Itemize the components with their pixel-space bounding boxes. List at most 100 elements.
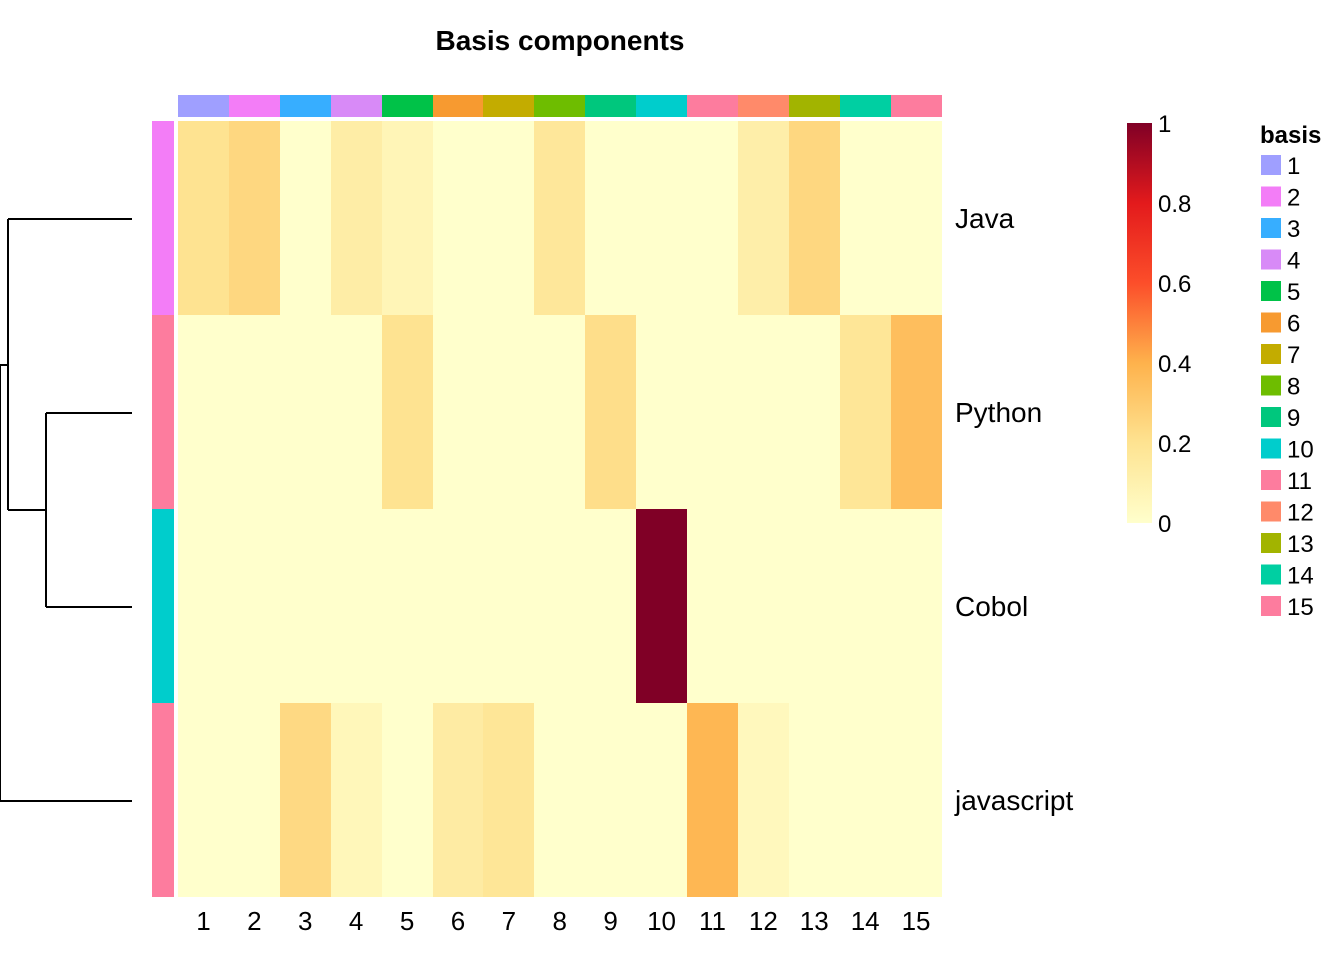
heatmap-cell <box>483 121 534 315</box>
heatmap-cell <box>840 121 891 315</box>
legend-label: 13 <box>1287 531 1314 558</box>
colorbar-tick-label: 0.2 <box>1158 431 1191 458</box>
column-label: 4 <box>349 906 363 936</box>
heatmap-cell <box>738 315 789 509</box>
colorbar: 0 0.2 0.4 0.6 0.8 1 <box>1127 111 1191 538</box>
heatmap-cell <box>178 315 229 509</box>
heatmap-cell <box>840 509 891 703</box>
heatmap-cell <box>433 703 483 897</box>
heatmap-cell <box>534 509 585 703</box>
legend-label: 3 <box>1287 216 1300 243</box>
colorbar-gradient <box>1127 123 1152 523</box>
heatmap-cell <box>585 121 636 315</box>
heatmap-cell <box>534 703 585 897</box>
heatmap-cell <box>840 703 891 897</box>
legend-label: 1 <box>1287 153 1300 180</box>
heatmap-cell <box>636 703 687 897</box>
heatmap-cell <box>483 315 534 509</box>
heatmap-cell <box>891 121 942 315</box>
column-label: 1 <box>196 906 210 936</box>
column-label: 10 <box>647 906 676 936</box>
legend-swatch <box>1261 407 1281 427</box>
heatmap-cell <box>178 509 229 703</box>
row-label: Python <box>955 397 1042 428</box>
column-label: 15 <box>902 906 931 936</box>
column-annotation-cell <box>534 95 585 117</box>
heatmap-cell <box>280 121 331 315</box>
heatmap-cell <box>789 703 840 897</box>
heatmap-cell <box>382 315 433 509</box>
heatmap-cell <box>331 509 382 703</box>
heatmap-cell <box>229 315 280 509</box>
heatmap-cell <box>331 703 382 897</box>
legend-swatch <box>1261 155 1281 175</box>
column-annotation-cell <box>789 95 840 117</box>
heatmap-cell <box>483 509 534 703</box>
heatmap-cell <box>738 703 789 897</box>
heatmap-cell <box>534 315 585 509</box>
heatmap-cell <box>331 315 382 509</box>
column-label: 12 <box>749 906 778 936</box>
row-label: javascript <box>954 785 1073 816</box>
legend-swatch <box>1261 375 1281 396</box>
colorbar-tick-label: 0.8 <box>1158 191 1191 218</box>
heatmap-cell <box>687 703 738 897</box>
legend-swatch <box>1261 596 1281 616</box>
column-annotation-cell <box>687 95 738 117</box>
column-label: 3 <box>298 906 312 936</box>
heatmap-cell <box>840 315 891 509</box>
legend-label: 11 <box>1287 468 1312 495</box>
heatmap-cell <box>789 121 840 315</box>
row-annotation-cell <box>152 315 174 509</box>
heatmap-cell <box>280 315 331 509</box>
heatmap-cell <box>585 703 636 897</box>
colorbar-tick-label: 0.6 <box>1158 271 1191 298</box>
column-annotation-cell <box>585 95 636 117</box>
column-annotation-cell <box>229 95 280 117</box>
column-annotation-cell <box>280 95 331 117</box>
heatmap-cell <box>433 121 483 315</box>
heatmap-cell <box>433 509 483 703</box>
column-label: 13 <box>800 906 829 936</box>
heatmap-cell <box>789 315 840 509</box>
colorbar-tick-label: 0 <box>1158 511 1171 538</box>
heatmap-cell <box>331 121 382 315</box>
legend-label: 12 <box>1287 500 1314 527</box>
legend-label: 8 <box>1287 374 1300 401</box>
colorbar-tick-label: 0.4 <box>1158 351 1191 378</box>
heatmap-cell <box>636 121 687 315</box>
column-label: 9 <box>603 906 617 936</box>
colorbar-tick-label: 1 <box>1158 111 1171 138</box>
column-label: 8 <box>553 906 567 936</box>
legend-label: 5 <box>1287 279 1300 306</box>
heatmap-cell <box>585 315 636 509</box>
row-annotation-cell <box>152 703 174 897</box>
column-annotation-cell <box>891 95 942 117</box>
heatmap-cell <box>891 703 942 897</box>
column-annotation-cell <box>433 95 483 117</box>
heatmap-cell <box>178 703 229 897</box>
column-annotation-cell <box>483 95 534 117</box>
legend-swatch <box>1261 470 1281 490</box>
legend-swatch <box>1261 312 1281 333</box>
column-annotation-cell <box>382 95 433 117</box>
legend-swatch <box>1261 186 1281 207</box>
legend-swatch <box>1261 281 1281 301</box>
heatmap-cell <box>483 703 534 897</box>
legend-swatch <box>1261 438 1281 459</box>
column-annotation-cell <box>331 95 382 117</box>
heatmap-cell <box>534 121 585 315</box>
legend-swatch <box>1261 501 1281 522</box>
legend-title: basis <box>1260 122 1321 149</box>
column-label: 5 <box>400 906 414 936</box>
legend-label: 15 <box>1287 594 1314 621</box>
column-label: 11 <box>699 906 726 936</box>
column-annotation-cell <box>178 95 229 117</box>
chart-title: Basis components <box>436 25 685 56</box>
row-label: Cobol <box>955 591 1028 622</box>
column-label: 14 <box>851 906 880 936</box>
heatmap-cell <box>229 121 280 315</box>
row-label: Java <box>955 203 1015 234</box>
legend-swatch <box>1261 344 1281 364</box>
